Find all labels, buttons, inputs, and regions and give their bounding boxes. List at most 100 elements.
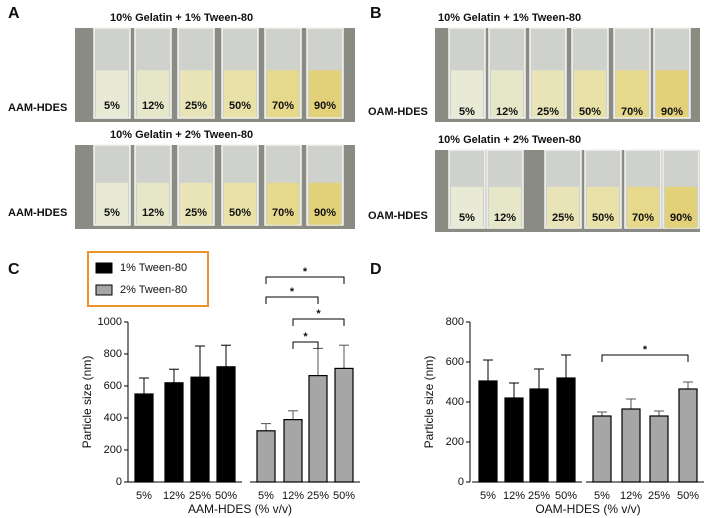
vial-liquid	[532, 70, 564, 118]
x-tick-label: 12%	[620, 490, 642, 502]
bar	[504, 397, 524, 483]
sample-label: 90%	[314, 100, 336, 112]
significance-bracket	[265, 276, 345, 284]
sample-label: 25%	[185, 207, 207, 219]
vial-liquid	[137, 70, 169, 118]
vial-liquid	[224, 182, 256, 225]
x-tick-label: 12%	[503, 490, 525, 502]
vial-liquid	[267, 70, 299, 118]
significance-bracket	[292, 318, 345, 326]
vial-liquid	[489, 186, 521, 228]
sample-label: 5%	[104, 207, 120, 219]
x-tick-label: 50%	[677, 490, 699, 502]
x-tick-label: 50%	[333, 490, 355, 502]
sample-label: 12%	[494, 212, 516, 224]
bar	[592, 415, 612, 483]
x-tick-label: 5%	[258, 490, 274, 502]
vial-liquid	[224, 70, 256, 118]
y-tick-label: 800	[446, 316, 464, 328]
y-tick-label: 800	[104, 348, 122, 360]
panel-label: C	[8, 261, 20, 278]
legend-label: 2% Tween-80	[120, 284, 187, 296]
vial-liquid	[627, 186, 659, 228]
vial-liquid	[451, 70, 483, 118]
y-tick-label: 200	[446, 436, 464, 448]
sample-label: 25%	[537, 106, 559, 118]
x-tick-label: 12%	[282, 490, 304, 502]
y-tick-label: 400	[446, 396, 464, 408]
vial-liquid	[180, 182, 212, 225]
sample-label: 5%	[459, 106, 475, 118]
significance-star: *	[316, 308, 321, 320]
legend-swatch	[95, 284, 113, 296]
vial-liquid	[180, 70, 212, 118]
bar	[649, 415, 669, 483]
sample-label: 12%	[142, 100, 164, 112]
bar	[256, 430, 276, 483]
row-title: 10% Gelatin + 2% Tween-80	[438, 134, 581, 146]
y-tick-label: 600	[104, 380, 122, 392]
row-label: AAM-HDES	[8, 207, 67, 219]
legend-swatch	[95, 262, 113, 274]
significance-bracket	[601, 354, 689, 362]
sample-label: 70%	[632, 212, 654, 224]
x-tick-label: 5%	[480, 490, 496, 502]
sample-label: 50%	[229, 207, 251, 219]
vial-liquid	[309, 182, 341, 225]
x-tick-label: 5%	[594, 490, 610, 502]
y-tick-label: 400	[104, 412, 122, 424]
vial-liquid	[616, 70, 648, 118]
sample-label: 90%	[314, 207, 336, 219]
bar	[621, 408, 641, 483]
y-tick-label: 1000	[98, 316, 122, 328]
vial-liquid	[547, 186, 579, 228]
sample-label: 12%	[142, 207, 164, 219]
vial-liquid	[451, 186, 483, 228]
x-axis-label: OAM-HDES (% v/v)	[535, 502, 640, 516]
x-tick-label: 12%	[163, 490, 185, 502]
legend-box	[87, 251, 209, 307]
panel-label: D	[370, 261, 382, 278]
row-label: AAM-HDES	[8, 102, 67, 114]
x-tick-label: 25%	[648, 490, 670, 502]
significance-bracket	[292, 341, 319, 349]
x-axis-label: AAM-HDES (% v/v)	[188, 502, 292, 516]
sample-label: 50%	[592, 212, 614, 224]
bar	[283, 419, 303, 483]
sample-label: 70%	[272, 100, 294, 112]
vial-liquid	[491, 70, 523, 118]
x-tick-label: 25%	[528, 490, 550, 502]
vial-liquid	[309, 70, 341, 118]
vial-liquid	[96, 182, 128, 225]
vial-liquid	[656, 70, 688, 118]
sample-label: 70%	[621, 106, 643, 118]
y-axis-label: Particle size (nm)	[80, 356, 94, 449]
significance-star: *	[290, 286, 295, 298]
sample-label: 70%	[272, 207, 294, 219]
x-tick-label: 50%	[215, 490, 237, 502]
vial-liquid	[587, 186, 619, 228]
sample-label: 12%	[496, 106, 518, 118]
significance-star: *	[303, 331, 308, 343]
vial-liquid	[574, 70, 606, 118]
panel-label: A	[8, 5, 20, 22]
x-tick-label: 25%	[307, 490, 329, 502]
row-title: 10% Gelatin + 2% Tween-80	[110, 129, 253, 141]
x-tick-label: 5%	[136, 490, 152, 502]
y-tick-label: 600	[446, 356, 464, 368]
bar	[678, 388, 698, 483]
significance-bracket	[265, 296, 319, 304]
bar	[308, 375, 328, 483]
x-tick-label: 25%	[189, 490, 211, 502]
sample-label: 50%	[229, 100, 251, 112]
vial-liquid	[137, 182, 169, 225]
panel-label: B	[370, 5, 382, 22]
bar	[190, 376, 210, 483]
y-tick-label: 200	[104, 444, 122, 456]
significance-star: *	[643, 344, 648, 356]
sample-label: 25%	[552, 212, 574, 224]
sample-label: 50%	[579, 106, 601, 118]
row-label: OAM-HDES	[368, 210, 428, 222]
vial-liquid	[96, 70, 128, 118]
